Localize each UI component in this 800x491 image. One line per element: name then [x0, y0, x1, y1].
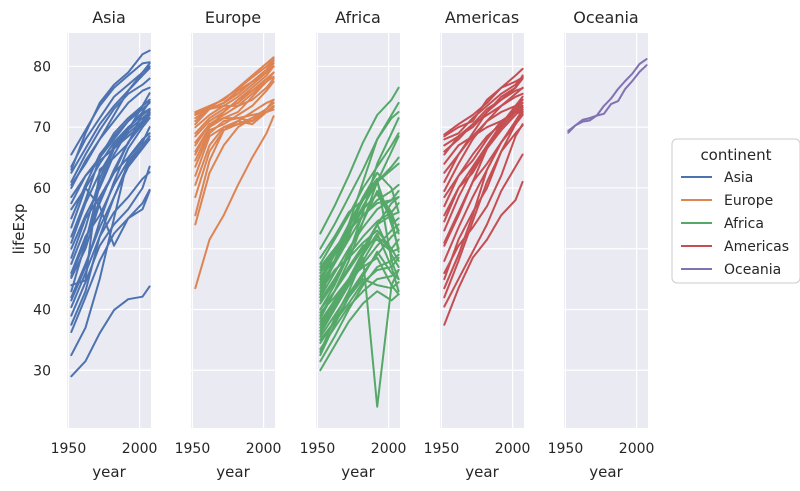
- y-tick-label-60: 60: [33, 181, 51, 197]
- panel-oceania: Oceania 1950 2000 year: [548, 8, 655, 481]
- americas-series-line-3: [443, 124, 524, 299]
- legend-entries: Asia Europe Africa Americas Oceania: [681, 170, 789, 278]
- africa-series-line-34: [319, 256, 400, 408]
- x-axis-label: year: [589, 463, 623, 481]
- americas-series-line-22: [443, 67, 524, 138]
- asia-series-line-29: [70, 111, 151, 278]
- africa-series-line-4: [319, 269, 400, 350]
- asia-series-line-11: [70, 135, 151, 274]
- facet-panels: Asia 1950 2000 year 30 40 50 60 70 80 Europe 1950 20…: [33, 8, 654, 481]
- x-axis-label: year: [341, 463, 375, 481]
- asia-series-line-21: [70, 112, 151, 199]
- x-axis-label: year: [465, 463, 499, 481]
- y-tick-label-50: 50: [33, 242, 51, 258]
- africa-series-line-14: [319, 229, 400, 293]
- legend-label-americas: Americas: [724, 239, 789, 255]
- africa-series-line-21: [319, 86, 400, 235]
- americas-series-line-9: [443, 108, 524, 244]
- x-tick-label-2000: 2000: [122, 441, 158, 457]
- panel-americas: Americas 1950 2000 year: [424, 8, 531, 481]
- asia-series-line-2: [70, 132, 151, 357]
- europe-series-line-13: [194, 65, 275, 138]
- x-tick-label-1950: 1950: [175, 441, 211, 457]
- y-tick-label-80: 80: [33, 59, 51, 75]
- asia-series-line-26: [70, 61, 151, 156]
- europe-series-line-12: [194, 98, 275, 144]
- x-tick-label-1950: 1950: [424, 441, 460, 457]
- africa-series-line-24: [319, 135, 400, 320]
- asia-series-line-28: [70, 62, 151, 186]
- oceania-series-line-2: [567, 64, 648, 132]
- x-tick-label-2000: 2000: [246, 441, 282, 457]
- europe-series-line-19: [194, 60, 275, 116]
- africa-series-line-3: [319, 250, 400, 357]
- asia-series-line-12: [70, 100, 151, 265]
- americas-series-line-2: [443, 153, 524, 308]
- panel-title-europe: Europe: [205, 8, 261, 27]
- legend-label-africa: Africa: [724, 216, 764, 232]
- panel-africa: Africa 1950 2000 year: [300, 8, 407, 481]
- asia-series-line-19: [70, 187, 151, 247]
- panel-title-asia: Asia: [92, 8, 126, 27]
- europe-series-line-21: [194, 58, 275, 115]
- x-tick-label-1950: 1950: [300, 441, 336, 457]
- x-axis-label: year: [216, 463, 250, 481]
- y-tick-label-70: 70: [33, 120, 51, 136]
- asia-series-line-24: [70, 67, 151, 174]
- americas-series-line-7: [443, 111, 524, 262]
- asia-series-line-18: [70, 101, 151, 220]
- panel-title-africa: Africa: [335, 8, 381, 27]
- legend: continent Asia Europe Africa Americas Oceani…: [671, 138, 800, 284]
- europe-series-line-1: [194, 115, 275, 290]
- americas-series-line-20: [443, 87, 524, 153]
- legend-title: continent: [700, 146, 771, 164]
- asia-series-line-1: [70, 285, 151, 378]
- x-tick-label-1950: 1950: [51, 441, 87, 457]
- africa-series-line-26: [319, 180, 400, 284]
- africa-series-line-9: [319, 223, 400, 323]
- legend-label-asia: Asia: [724, 170, 753, 186]
- asia-series-line-27: [70, 49, 151, 171]
- legend-label-europe: Europe: [724, 193, 773, 209]
- panel-asia: Asia 1950 2000 year 30 40 50 60 70 80: [33, 8, 157, 481]
- asia-series-line-30: [70, 138, 151, 299]
- americas-series-line-24: [443, 92, 524, 147]
- x-tick-label-2000: 2000: [371, 441, 407, 457]
- africa-series-line-36: [319, 193, 400, 271]
- y-tick-label-40: 40: [33, 303, 51, 319]
- y-axis-label: lifeExp: [10, 204, 28, 255]
- panel-europe: Europe 1950 2000 year: [175, 8, 282, 481]
- africa-series-line-18: [319, 132, 400, 265]
- africa-series-line-31: [319, 229, 400, 338]
- asia-series-line-23: [70, 77, 151, 183]
- panel-title-americas: Americas: [445, 8, 519, 27]
- panel-title-oceania: Oceania: [573, 8, 638, 27]
- oceania-series-line-1: [567, 58, 648, 134]
- asia-series-line-5: [70, 165, 151, 317]
- asia-series-line-22: [70, 86, 151, 189]
- africa-series-line-23: [319, 117, 400, 311]
- africa-series-line-28: [319, 202, 400, 302]
- africa-series-line-1: [319, 290, 400, 372]
- panel-background: [564, 33, 648, 428]
- americas-series-line-6: [443, 123, 524, 274]
- x-axis-label: year: [92, 463, 126, 481]
- africa-series-line-33: [319, 196, 400, 268]
- africa-series-line-20: [319, 111, 400, 250]
- europe-series-line-8: [194, 80, 275, 162]
- x-tick-label-1950: 1950: [548, 441, 584, 457]
- x-tick-label-2000: 2000: [495, 441, 531, 457]
- europe-series-line-14: [194, 71, 275, 135]
- americas-series-line-1: [443, 180, 524, 326]
- americas-series-line-21: [443, 75, 524, 141]
- asia-series-line-3: [70, 188, 151, 333]
- x-tick-label-2000: 2000: [619, 441, 655, 457]
- americas-series-line-18: [443, 111, 524, 165]
- asia-series-line-7: [70, 117, 151, 302]
- americas-series-line-23: [443, 76, 524, 136]
- y-tick-label-30: 30: [33, 363, 51, 379]
- legend-label-oceania: Oceania: [724, 262, 781, 278]
